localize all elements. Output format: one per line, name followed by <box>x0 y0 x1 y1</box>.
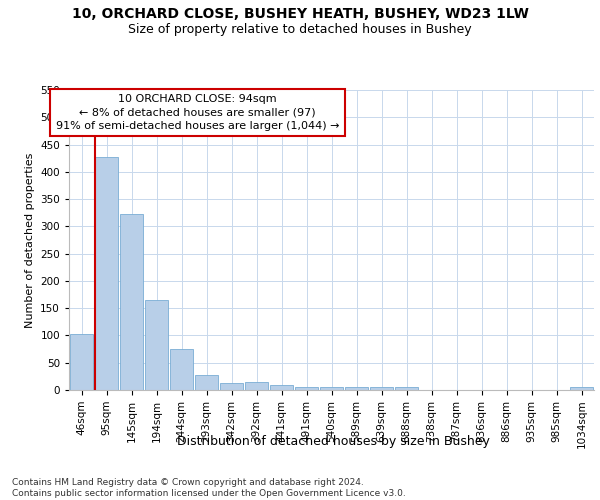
Y-axis label: Number of detached properties: Number of detached properties <box>25 152 35 328</box>
Bar <box>270 384 293 390</box>
Bar <box>345 388 368 390</box>
Bar <box>295 388 318 390</box>
Bar <box>145 300 168 390</box>
Text: 10, ORCHARD CLOSE, BUSHEY HEATH, BUSHEY, WD23 1LW: 10, ORCHARD CLOSE, BUSHEY HEATH, BUSHEY,… <box>71 8 529 22</box>
Bar <box>395 388 418 390</box>
Bar <box>320 386 343 390</box>
Bar <box>195 374 218 390</box>
Bar <box>245 382 268 390</box>
Text: Distribution of detached houses by size in Bushey: Distribution of detached houses by size … <box>176 435 490 448</box>
Text: Contains HM Land Registry data © Crown copyright and database right 2024.
Contai: Contains HM Land Registry data © Crown c… <box>12 478 406 498</box>
Text: Size of property relative to detached houses in Bushey: Size of property relative to detached ho… <box>128 22 472 36</box>
Bar <box>370 386 393 390</box>
Bar <box>95 157 118 390</box>
Bar <box>170 349 193 390</box>
Bar <box>70 334 93 390</box>
Text: 10 ORCHARD CLOSE: 94sqm
← 8% of detached houses are smaller (97)
91% of semi-det: 10 ORCHARD CLOSE: 94sqm ← 8% of detached… <box>56 94 340 131</box>
Bar <box>220 383 243 390</box>
Bar <box>570 388 593 390</box>
Bar <box>120 214 143 390</box>
